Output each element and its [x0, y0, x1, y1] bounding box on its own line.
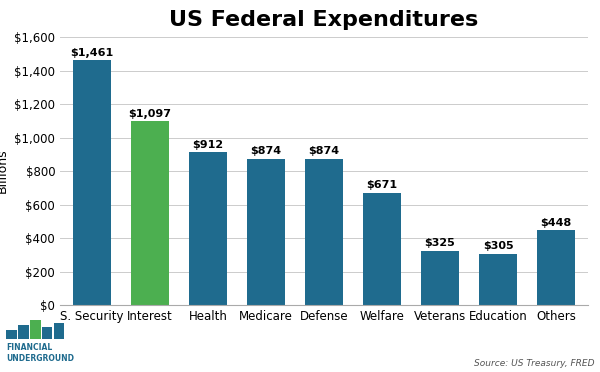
Title: US Federal Expenditures: US Federal Expenditures: [169, 10, 479, 30]
Bar: [18, 325, 29, 339]
Text: $874: $874: [250, 146, 281, 156]
Bar: [30, 320, 41, 339]
Y-axis label: Billions: Billions: [0, 149, 8, 193]
Bar: [247, 159, 285, 305]
Text: $1,461: $1,461: [70, 48, 113, 58]
Text: $1,097: $1,097: [128, 109, 172, 119]
Bar: [53, 323, 64, 339]
Bar: [131, 121, 169, 305]
Text: FINANCIAL
UNDERGROUND: FINANCIAL UNDERGROUND: [6, 343, 74, 363]
Text: $671: $671: [367, 180, 398, 190]
Text: $325: $325: [425, 238, 455, 248]
Text: $448: $448: [541, 218, 572, 228]
Bar: [6, 330, 17, 339]
Bar: [421, 251, 459, 305]
Bar: [41, 327, 52, 339]
Bar: [189, 153, 227, 305]
Bar: [537, 230, 575, 305]
Text: $305: $305: [483, 241, 514, 251]
Bar: [73, 61, 111, 305]
Text: Source: US Treasury, FRED: Source: US Treasury, FRED: [473, 359, 594, 368]
Text: $912: $912: [193, 140, 224, 150]
Bar: [305, 159, 343, 305]
Text: $874: $874: [308, 146, 340, 156]
Bar: [363, 193, 401, 305]
Bar: [479, 254, 517, 305]
